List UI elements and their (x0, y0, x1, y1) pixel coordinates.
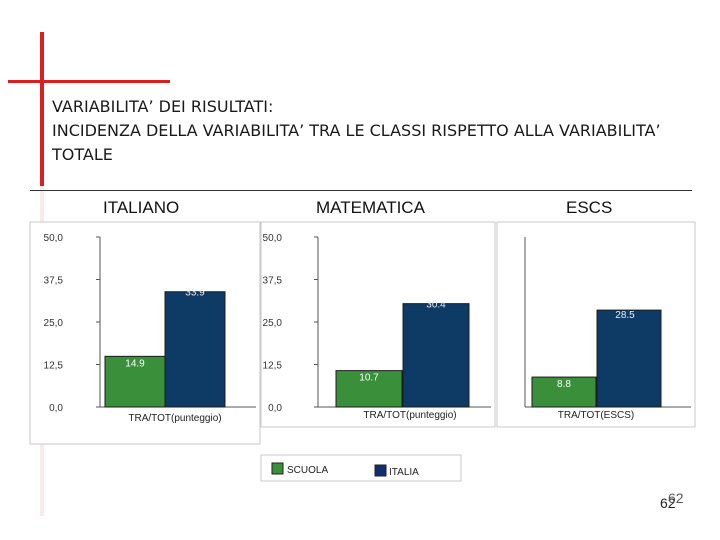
y-tick-label: 12,5 (44, 361, 64, 372)
y-tick-label: 0,0 (49, 403, 63, 414)
chart-title-escs: ESCS (566, 198, 613, 217)
x-category-label: TRA/TOT(ESCS) (558, 410, 634, 421)
data-label: 30.4 (426, 300, 446, 311)
data-label: 10.7 (359, 373, 379, 384)
legend-box (260, 454, 462, 482)
y-tick-label: 25,0 (263, 318, 283, 329)
slide-title: VARIABILITA’ DEI RISULTATI: INCIDENZA DE… (52, 95, 712, 167)
data-label: 14.9 (125, 358, 145, 369)
slide-title-line-2: INCIDENZA DELLA VARIABILITA’ TRA LE CLAS… (52, 121, 661, 140)
bar-scuola (531, 376, 597, 408)
title-divider (30, 190, 692, 191)
x-category-label: TRA/TOT(punteggio) (128, 413, 221, 424)
y-tick-label: 37,5 (263, 276, 283, 287)
chart-title-italiano: ITALIANO (103, 198, 180, 217)
y-tick-label: 50,0 (263, 233, 283, 244)
y-tick-label: 12,5 (263, 361, 283, 372)
bar-scuola (104, 355, 166, 408)
legend-swatch-italia (374, 464, 387, 477)
slide-title-line-3: TOTALE (52, 145, 113, 164)
bar-italia (402, 303, 470, 408)
legend-swatch-scuola (271, 462, 284, 475)
slide-title-line-1: VARIABILITA’ DEI RISULTATI: (52, 97, 274, 116)
y-tick-label: 37,5 (44, 276, 64, 287)
accent-vertical-line (40, 32, 44, 186)
legend-label-scuola: SCUOLA (287, 465, 328, 476)
legend-label-italia: ITALIA (389, 467, 419, 478)
bar-italia (596, 309, 662, 408)
x-category-label: TRA/TOT(punteggio) (363, 410, 456, 421)
page-number-overlay: 62 (668, 490, 684, 506)
bar-italia (164, 291, 226, 408)
y-tick-label: 25,0 (44, 318, 64, 329)
data-label: 28.5 (615, 310, 635, 321)
bar-scuola (335, 370, 403, 408)
data-label: 8.8 (557, 379, 571, 390)
page-number: 62 (660, 495, 676, 511)
y-tick-label: 0,0 (268, 403, 282, 414)
accent-horizontal-line (8, 80, 170, 83)
data-label: 33.9 (185, 288, 205, 299)
y-tick-label: 50,0 (44, 233, 64, 244)
chart-title-matematica: MATEMATICA (316, 198, 425, 217)
